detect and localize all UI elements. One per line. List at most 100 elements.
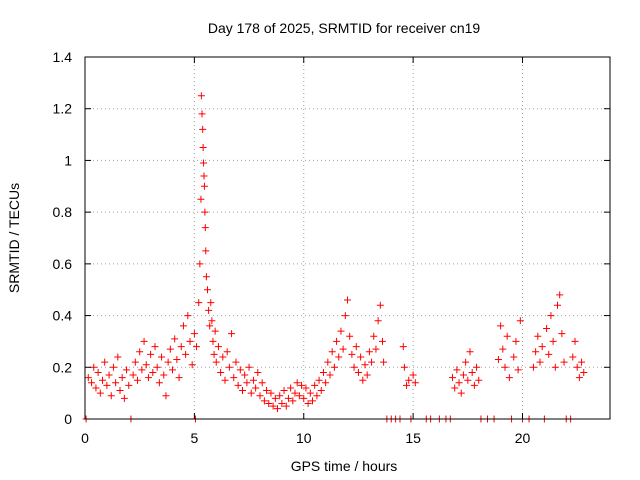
- data-point: [341, 312, 349, 320]
- data-point: [514, 366, 522, 374]
- y-tick-label: 0.4: [53, 308, 73, 324]
- x-tick-label: 10: [296, 430, 312, 446]
- data-point: [580, 368, 588, 376]
- y-tick-label: 0: [64, 411, 72, 427]
- y-axis-label: SRMTID / TECUs: [6, 183, 22, 293]
- data-point: [569, 353, 577, 361]
- data-point: [462, 358, 470, 366]
- data-point: [330, 363, 338, 371]
- data-point: [399, 343, 407, 351]
- data-point: [337, 327, 345, 335]
- data-point: [326, 371, 334, 379]
- grid-lines: [85, 57, 610, 419]
- data-point: [114, 353, 122, 361]
- data-point: [313, 392, 321, 400]
- data-point: [258, 379, 266, 387]
- data-point: [269, 402, 277, 410]
- data-point: [177, 343, 185, 351]
- data-point: [298, 381, 306, 389]
- data-point: [99, 376, 106, 384]
- data-point: [94, 368, 102, 376]
- x-tick-label: 20: [515, 430, 531, 446]
- data-point: [173, 356, 181, 364]
- data-point: [197, 92, 205, 100]
- data-point: [293, 379, 301, 387]
- data-point: [158, 353, 166, 361]
- data-point: [208, 317, 216, 325]
- data-point: [348, 350, 356, 358]
- data-point: [134, 376, 141, 384]
- data-point: [200, 182, 208, 190]
- data-point: [193, 343, 201, 351]
- data-point: [560, 358, 568, 366]
- data-point: [179, 322, 187, 330]
- data-point: [112, 379, 120, 387]
- data-point: [243, 379, 251, 387]
- data-point: [267, 389, 275, 397]
- data-point: [197, 195, 205, 203]
- data-point: [300, 394, 308, 402]
- data-point: [239, 387, 246, 395]
- data-point: [206, 322, 214, 330]
- data-point: [357, 353, 365, 361]
- data-point: [190, 330, 198, 338]
- data-point: [547, 312, 555, 320]
- data-point: [534, 332, 542, 340]
- data-point: [473, 363, 481, 371]
- data-point: [470, 381, 478, 389]
- data-point: [516, 317, 524, 325]
- data-point: [225, 363, 233, 371]
- data-point: [164, 358, 172, 366]
- data-point: [536, 358, 544, 366]
- data-point: [84, 374, 92, 382]
- data-point: [184, 312, 192, 320]
- data-point: [200, 172, 208, 180]
- data-point: [545, 350, 553, 358]
- data-point: [252, 384, 260, 392]
- data-point: [503, 332, 511, 340]
- data-point: [466, 348, 474, 356]
- data-point: [195, 299, 203, 307]
- data-point: [505, 374, 513, 382]
- y-tick-label: 1: [64, 152, 72, 168]
- data-point: [350, 363, 358, 371]
- data-point: [131, 358, 139, 366]
- y-tick-label: 0.8: [53, 204, 73, 220]
- data-points: [82, 92, 588, 423]
- data-point: [380, 358, 388, 366]
- data-point: [449, 374, 456, 382]
- data-point: [144, 374, 152, 382]
- data-point: [556, 291, 564, 299]
- data-point: [359, 376, 367, 384]
- data-point: [198, 110, 206, 118]
- data-point: [245, 363, 253, 371]
- data-point: [123, 366, 131, 374]
- data-point: [499, 345, 507, 353]
- data-point: [199, 144, 207, 151]
- data-point: [88, 379, 96, 387]
- data-point: [510, 353, 518, 361]
- data-point: [199, 125, 207, 133]
- data-point: [317, 387, 325, 395]
- axis-ticks: [84, 56, 610, 420]
- data-point: [92, 384, 100, 392]
- data-point: [543, 325, 551, 332]
- data-point: [160, 371, 168, 379]
- data-point: [202, 273, 210, 281]
- data-point: [575, 374, 583, 382]
- data-point: [96, 389, 104, 397]
- data-point: [274, 405, 281, 413]
- data-point: [247, 389, 255, 397]
- data-point: [116, 387, 124, 395]
- data-point: [166, 345, 174, 353]
- data-point: [306, 389, 314, 397]
- data-point: [368, 358, 376, 366]
- data-point: [278, 399, 286, 407]
- data-point: [403, 381, 411, 389]
- data-point: [254, 368, 262, 376]
- data-point: [529, 363, 537, 371]
- data-point: [186, 337, 194, 345]
- data-point: [151, 343, 159, 351]
- data-point: [549, 337, 557, 345]
- data-point: [304, 399, 312, 407]
